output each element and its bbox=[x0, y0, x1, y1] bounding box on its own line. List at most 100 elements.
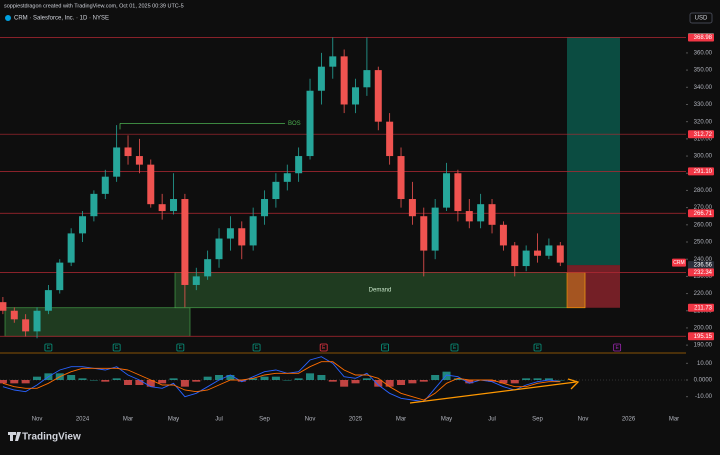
osc-bar bbox=[0, 380, 7, 384]
osc-bar bbox=[203, 376, 212, 380]
y-tick-label: 260.00 bbox=[694, 222, 713, 228]
y-tick-label: 190.00 bbox=[694, 343, 713, 349]
trend-arrow bbox=[409, 381, 577, 404]
candle-body bbox=[33, 310, 41, 332]
osc-bar bbox=[453, 378, 462, 380]
candle-body bbox=[477, 204, 485, 222]
candle-body bbox=[10, 310, 18, 320]
candle-body bbox=[488, 204, 496, 225]
event-label: E bbox=[179, 345, 183, 351]
osc-bar bbox=[226, 375, 235, 380]
candle-body bbox=[226, 228, 234, 239]
x-tick-label: Mar bbox=[123, 417, 133, 423]
event-marker[interactable] bbox=[319, 343, 328, 352]
symbol-title: CRM · Salesforce, Inc. · 1D · NYSE bbox=[14, 16, 109, 22]
candle-body bbox=[101, 176, 109, 194]
osc-bar bbox=[362, 378, 371, 380]
order-box bbox=[566, 272, 586, 309]
price-badge-label: 312.72 bbox=[694, 132, 713, 138]
candle-body bbox=[56, 262, 64, 291]
y-tick-label: 230.00 bbox=[694, 274, 713, 280]
osc-bar bbox=[465, 380, 474, 384]
zone-label: Demand bbox=[369, 288, 392, 294]
price-badge-label: 291.10 bbox=[694, 169, 713, 175]
event-marker[interactable] bbox=[533, 343, 542, 352]
osc-bar bbox=[419, 380, 428, 382]
candle-body bbox=[170, 199, 178, 212]
event-label: E bbox=[615, 345, 619, 351]
candle-body bbox=[44, 290, 52, 311]
osc-bar bbox=[544, 378, 553, 380]
event-marker[interactable] bbox=[613, 343, 622, 352]
osc-bar bbox=[328, 380, 337, 382]
candle-body bbox=[363, 70, 371, 88]
x-tick-label: Mar bbox=[396, 417, 406, 423]
osc-bar bbox=[294, 378, 303, 380]
y-tick-label: 310.00 bbox=[694, 136, 713, 142]
x-tick-label: Nov bbox=[32, 417, 43, 423]
osc-tick-label: 0.0000 bbox=[694, 378, 713, 384]
candle-body bbox=[67, 233, 75, 263]
bos-label: BOS bbox=[288, 121, 301, 127]
x-tick-label: Nov bbox=[578, 417, 589, 423]
event-label: E bbox=[383, 345, 387, 351]
event-marker[interactable] bbox=[112, 343, 121, 352]
price-badge bbox=[688, 303, 714, 312]
event-marker[interactable] bbox=[176, 343, 185, 352]
brand: TradingView bbox=[22, 432, 81, 443]
osc-bar bbox=[67, 375, 76, 380]
candle-body bbox=[249, 216, 257, 246]
osc-bar bbox=[249, 378, 258, 380]
osc-bar bbox=[317, 375, 326, 380]
event-label: E bbox=[47, 345, 51, 351]
osc-bar bbox=[260, 376, 269, 380]
event-label: E bbox=[536, 345, 540, 351]
price-badge-label: 368.98 bbox=[694, 35, 713, 41]
price-badge bbox=[688, 268, 714, 277]
osc-tick-label: 10.00 bbox=[697, 361, 713, 367]
event-marker[interactable] bbox=[252, 343, 261, 352]
price-badge bbox=[688, 261, 714, 270]
candle-body bbox=[272, 181, 280, 200]
event-label: E bbox=[115, 345, 119, 351]
credit: soppiestdragon created with TradingView.… bbox=[4, 3, 184, 9]
osc-tick-label: -10.00 bbox=[695, 394, 713, 400]
currency-box bbox=[689, 12, 713, 24]
y-tick-label: 280.00 bbox=[694, 188, 713, 194]
event-marker[interactable] bbox=[44, 343, 53, 352]
event-marker[interactable] bbox=[381, 343, 390, 352]
event-marker[interactable] bbox=[450, 343, 459, 352]
osc-bar bbox=[101, 380, 110, 382]
osc-bar bbox=[10, 380, 19, 384]
symbol-badge bbox=[672, 258, 686, 267]
osc-bar bbox=[158, 380, 167, 384]
price-badge-label: 195.15 bbox=[694, 334, 713, 340]
candle-body bbox=[181, 199, 189, 285]
event-label: E bbox=[453, 345, 457, 351]
y-tick-label: 240.00 bbox=[694, 257, 713, 263]
y-tick-label: 300.00 bbox=[694, 154, 713, 160]
osc-bar bbox=[374, 380, 383, 387]
price-badge-label: 236.56 bbox=[694, 263, 713, 269]
candle-body bbox=[545, 245, 553, 256]
x-tick-label: 2026 bbox=[622, 417, 636, 423]
x-tick-label: May bbox=[168, 417, 179, 423]
price-badge bbox=[688, 167, 714, 176]
y-tick-label: 270.00 bbox=[694, 205, 713, 211]
osc-bar bbox=[499, 380, 508, 384]
candle-body bbox=[386, 121, 394, 157]
price-badge bbox=[688, 332, 714, 341]
candle-body bbox=[317, 66, 325, 91]
candle-body bbox=[158, 204, 166, 212]
candle-body bbox=[135, 156, 143, 165]
x-tick-label: 2025 bbox=[349, 417, 363, 423]
osc-bar bbox=[510, 380, 519, 384]
osc-bar bbox=[442, 371, 451, 380]
event-label: E bbox=[255, 345, 259, 351]
osc-bar bbox=[215, 375, 224, 380]
y-tick-label: 250.00 bbox=[694, 240, 713, 246]
osc-bar bbox=[408, 380, 417, 384]
plot: Demand190.00200.00210.00220.00230.00240.… bbox=[0, 33, 714, 423]
zone bbox=[4, 307, 191, 337]
